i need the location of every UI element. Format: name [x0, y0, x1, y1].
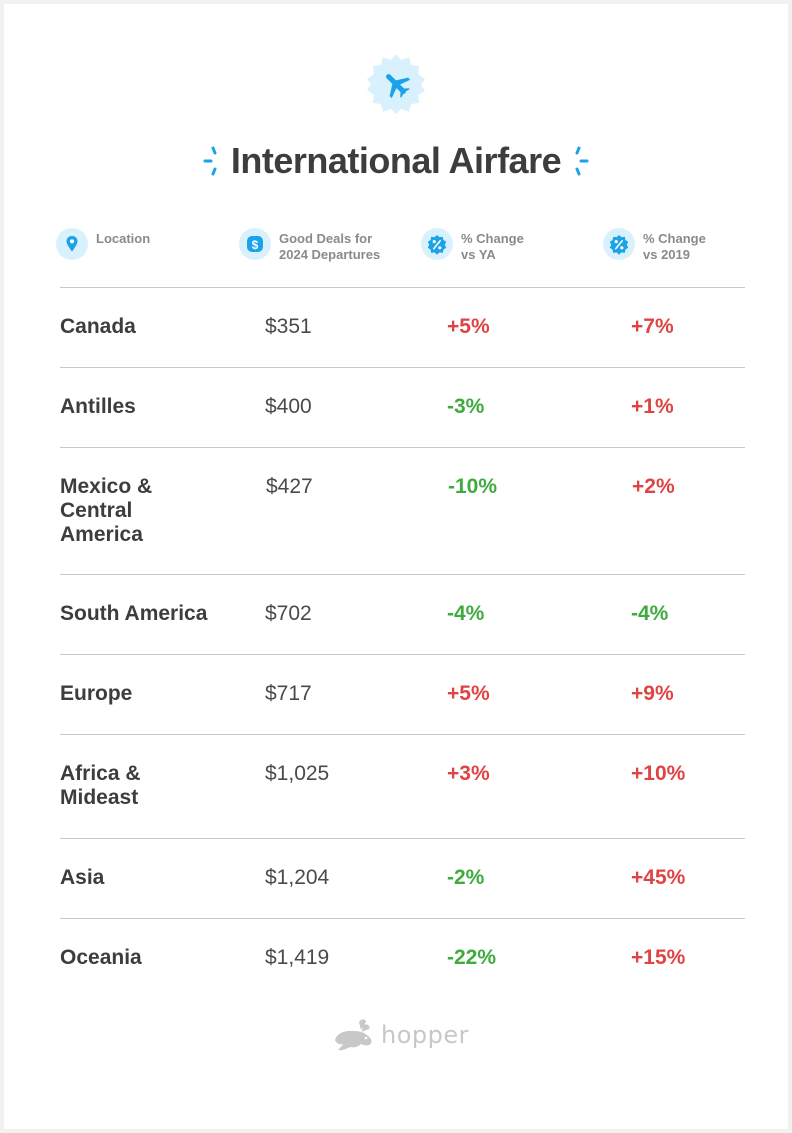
header-location-label: Location: [96, 231, 151, 246]
change-ya-cell: +3%: [447, 762, 490, 785]
table-row: South America $702 -4% -4%: [60, 574, 745, 654]
header-change-2019-label: % Change vs 2019: [643, 231, 706, 263]
change-2019-cell: +7%: [631, 315, 674, 338]
change-ya-cell: -22%: [447, 946, 497, 969]
airfare-table: Canada $351 +5% +7% Antilles $400 -3% +1…: [60, 287, 745, 998]
price-cell: $400: [265, 395, 312, 418]
table-row: Canada $351 +5% +7%: [60, 287, 745, 367]
header-change-2019: % Change vs 2019: [603, 228, 706, 263]
sparkle-left-icon: [203, 146, 217, 176]
airplane-icon: [367, 54, 425, 114]
change-ya-cell: -2%: [447, 866, 485, 889]
table-header: Location $ Good Deals for 2024 Departure…: [0, 228, 792, 278]
header-ya-line1: % Change: [461, 231, 524, 246]
dollar-icon: $: [239, 228, 271, 260]
header-deals-label: Good Deals for 2024 Departures: [279, 231, 380, 263]
header-2019-line1: % Change: [643, 231, 706, 246]
bunny-icon: [335, 1019, 372, 1051]
header-2019-line2: vs 2019: [643, 247, 690, 262]
hopper-logo: hopper: [333, 1018, 469, 1052]
price-cell: $717: [265, 682, 312, 705]
table-row: Mexico & Central America $427 -10% +2%: [60, 447, 745, 574]
change-2019-cell: -4%: [631, 602, 669, 625]
location-cell: South America: [60, 602, 208, 625]
change-ya-cell: +5%: [447, 315, 490, 338]
change-2019-cell: +1%: [631, 395, 674, 418]
change-2019-cell: +45%: [631, 866, 686, 889]
change-ya-cell: -10%: [448, 475, 498, 498]
change-ya-cell: -3%: [447, 395, 485, 418]
header-location: Location: [56, 228, 150, 260]
table-row: Antilles $400 -3% +1%: [60, 367, 745, 447]
price-cell: $702: [265, 602, 312, 625]
change-ya-cell: +5%: [447, 682, 490, 705]
location-cell: Canada: [60, 315, 136, 338]
header-change-ya: % Change vs YA: [421, 228, 524, 263]
price-cell: $1,025: [265, 762, 330, 785]
change-ya-cell: -4%: [447, 602, 485, 625]
location-cell: Asia: [60, 866, 105, 889]
change-2019-cell: +2%: [632, 475, 675, 498]
price-cell: $427: [266, 475, 313, 498]
table-row: Oceania $1,419 -22% +15%: [60, 918, 745, 998]
table-row: Asia $1,204 -2% +45%: [60, 838, 745, 918]
table-row: Africa & Mideast $1,025 +3% +10%: [60, 734, 745, 838]
header-change-ya-label: % Change vs YA: [461, 231, 524, 263]
header-deals: $ Good Deals for 2024 Departures: [239, 228, 380, 263]
map-pin-icon: [56, 228, 88, 260]
header-deals-line1: Good Deals for: [279, 231, 373, 246]
percent-badge-icon: [421, 228, 453, 260]
price-cell: $351: [265, 315, 312, 338]
price-cell: $1,204: [265, 866, 330, 889]
change-2019-cell: +9%: [631, 682, 674, 705]
location-cell: Mexico & Central America: [60, 475, 153, 546]
title-row: International Airfare: [0, 140, 792, 182]
location-cell: Europe: [60, 682, 133, 705]
header-ya-line2: vs YA: [461, 247, 496, 262]
change-2019-cell: +10%: [631, 762, 686, 785]
table-row: Europe $717 +5% +9%: [60, 654, 745, 734]
brand-name: hopper: [381, 1021, 469, 1049]
change-2019-cell: +15%: [631, 946, 686, 969]
sparkle-right-icon: [575, 146, 589, 176]
page-title: International Airfare: [230, 140, 562, 181]
price-cell: $1,419: [265, 946, 330, 969]
header-deals-line2: 2024 Departures: [279, 247, 381, 262]
location-cell: Oceania: [60, 946, 142, 969]
infographic-card: [4, 4, 788, 1129]
location-cell: Africa & Mideast: [60, 762, 141, 809]
svg-text:$: $: [252, 238, 259, 252]
percent-badge-icon: [603, 228, 635, 260]
location-cell: Antilles: [60, 395, 136, 418]
